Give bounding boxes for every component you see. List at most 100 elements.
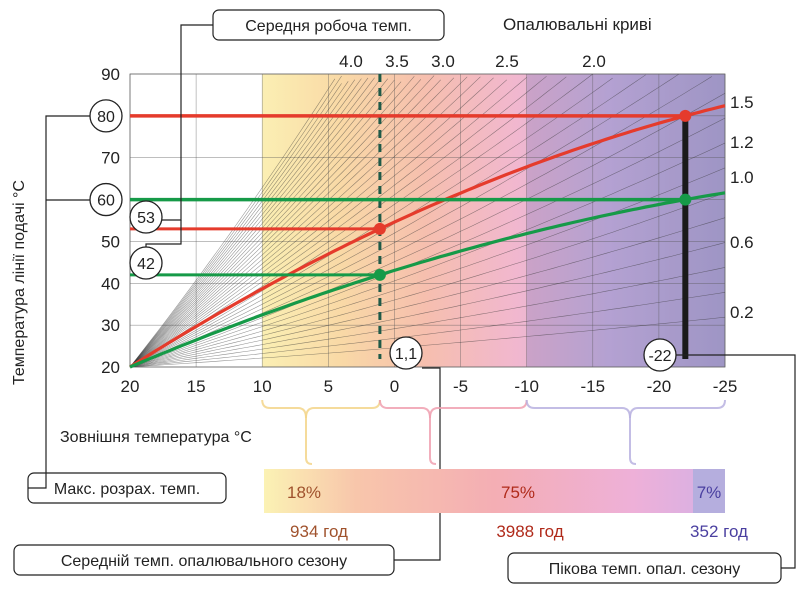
curve-label-3.5: 3.5 bbox=[385, 52, 409, 71]
heating-curve-line bbox=[129, 142, 726, 368]
heating-curve-line bbox=[129, 267, 726, 368]
zone-bar-peak bbox=[693, 469, 725, 513]
x-tick-label: 0 bbox=[390, 377, 399, 396]
curve-label-0.6: 0.6 bbox=[730, 233, 754, 252]
heating-curve-line bbox=[129, 79, 422, 368]
callouts: 80 60 53 42 1,1 -22 Середня робоча темп. Макс. … bbox=[13, 9, 796, 584]
y-tick-label: 70 bbox=[101, 149, 120, 168]
heating-curve-line bbox=[129, 77, 375, 368]
heating-curve-line bbox=[129, 81, 349, 368]
heating-curve-line bbox=[129, 292, 726, 368]
series bbox=[129, 74, 726, 369]
heating-curve-line bbox=[129, 77, 369, 368]
x-axis-title: Зовнішня температура °C bbox=[60, 429, 252, 446]
heating-curve-line bbox=[129, 75, 435, 368]
x-tick-label: 15 bbox=[187, 377, 206, 396]
leader-max-red bbox=[28, 115, 90, 489]
curve-label-0.2: 0.2 bbox=[730, 303, 754, 322]
zone-bar: 18% 934 год 75% 3988 год 7% 352 год bbox=[261, 399, 748, 541]
y-axis-title: Температура лінії подачі °C bbox=[11, 180, 28, 385]
y-tick-label: 30 bbox=[101, 316, 120, 335]
marker-max-green-value: 60 bbox=[97, 193, 115, 210]
x-tick-label: 5 bbox=[324, 377, 333, 396]
callout-max-design-text: Макс. розрах. темп. bbox=[54, 481, 200, 498]
brace-zone-3 bbox=[525, 399, 637, 465]
heating-curve-line bbox=[129, 76, 481, 368]
x-tick-label: 10 bbox=[253, 377, 272, 396]
heating-curve-line bbox=[129, 77, 494, 368]
heating-curves: 4.0 3.5 3.0 2.5 2.0 1.5 1.2 1.0 0.6 0.2 bbox=[129, 52, 754, 368]
zone-gradient bbox=[262, 74, 725, 367]
series-curve-green bbox=[129, 191, 726, 369]
heating-curve-line bbox=[129, 79, 441, 368]
x-tick-label: 20 bbox=[121, 377, 140, 396]
heating-curve-line bbox=[129, 167, 726, 368]
zone-hours: 3988 год bbox=[496, 522, 563, 541]
zone-pct: 18% bbox=[287, 483, 321, 502]
heating-curve-line bbox=[129, 242, 726, 368]
heating-curve-line bbox=[129, 316, 726, 368]
series-point-max-green bbox=[679, 193, 692, 206]
heating-curve-line bbox=[129, 192, 726, 368]
curve-label-1.2: 1.2 bbox=[730, 133, 754, 152]
brace-zone-1-r bbox=[305, 399, 381, 419]
marker-max-red-value: 80 bbox=[97, 109, 115, 126]
series-point-avg-green bbox=[373, 268, 386, 281]
marker-peak-value: -22 bbox=[648, 348, 671, 365]
brace-zone-3-r bbox=[629, 399, 726, 419]
heating-curve-line bbox=[129, 79, 395, 368]
brace-zone-2 bbox=[378, 399, 437, 465]
heating-curve-line bbox=[129, 73, 679, 368]
curve-label-3.0: 3.0 bbox=[431, 52, 455, 71]
zone-peak-shade bbox=[526, 74, 725, 367]
leader-avg-working bbox=[162, 24, 213, 221]
x-tick-label: -5 bbox=[453, 377, 468, 396]
heating-curve-line bbox=[129, 79, 356, 368]
zone-backgrounds bbox=[262, 74, 725, 367]
heating-curve-line bbox=[129, 78, 389, 368]
brace-zone-2-r bbox=[429, 399, 528, 419]
brace-zone-1 bbox=[261, 399, 313, 465]
callout-avg-season-text: Середній темп. опалювального сезону bbox=[61, 553, 347, 570]
heating-curve-line bbox=[129, 78, 362, 368]
leader-peak bbox=[676, 354, 796, 569]
y-tick-label: 90 bbox=[101, 65, 120, 84]
marker-avg-season-circle bbox=[389, 336, 423, 370]
marker-avg-season-value: 1,1 bbox=[395, 346, 417, 363]
heating-curve-line bbox=[129, 77, 455, 368]
heating-curve-line bbox=[129, 81, 402, 368]
curve-label-1.0: 1.0 bbox=[730, 168, 754, 187]
heating-curve-line bbox=[129, 92, 726, 368]
heating-curve-line bbox=[129, 117, 726, 368]
callout-avg-working-text: Середня робоча темп. bbox=[245, 18, 412, 35]
x-tick-label: -10 bbox=[514, 377, 539, 396]
marker-avg-red-circle bbox=[129, 200, 163, 234]
x-tick-label: -20 bbox=[647, 377, 672, 396]
zone-pct: 75% bbox=[501, 483, 535, 502]
curve-label-2.5: 2.5 bbox=[495, 52, 519, 71]
y-tick-label: 20 bbox=[101, 358, 120, 377]
curves-title: Опалювальні криві bbox=[503, 15, 652, 34]
heating-curve-line bbox=[129, 74, 646, 368]
zone-bar-bg bbox=[264, 469, 725, 513]
leader-avg-working-2 bbox=[145, 220, 182, 247]
heating-curve-line bbox=[129, 76, 567, 368]
x-tick-label: -25 bbox=[713, 377, 738, 396]
heating-curve-line bbox=[129, 83, 342, 368]
heating-curve-line bbox=[129, 76, 468, 368]
zone-hours: 934 год bbox=[290, 522, 348, 541]
series-curve-red bbox=[129, 104, 726, 369]
series-point-avg-red bbox=[373, 222, 386, 235]
heating-curve-line bbox=[129, 73, 593, 368]
heating-curve-line bbox=[129, 79, 507, 368]
y-tick-label: 40 bbox=[101, 274, 120, 293]
heating-curve-line bbox=[129, 77, 382, 368]
y-tick-label: 50 bbox=[101, 232, 120, 251]
curve-label-4.0: 4.0 bbox=[339, 52, 363, 71]
callout-peak-season-text: Пікова темп. опал. сезону bbox=[549, 561, 741, 578]
curve-label-2.0: 2.0 bbox=[582, 52, 606, 71]
curve-label-1.5: 1.5 bbox=[730, 93, 754, 112]
zone-hours: 352 год bbox=[690, 522, 748, 541]
leader-avg-season bbox=[394, 367, 441, 561]
